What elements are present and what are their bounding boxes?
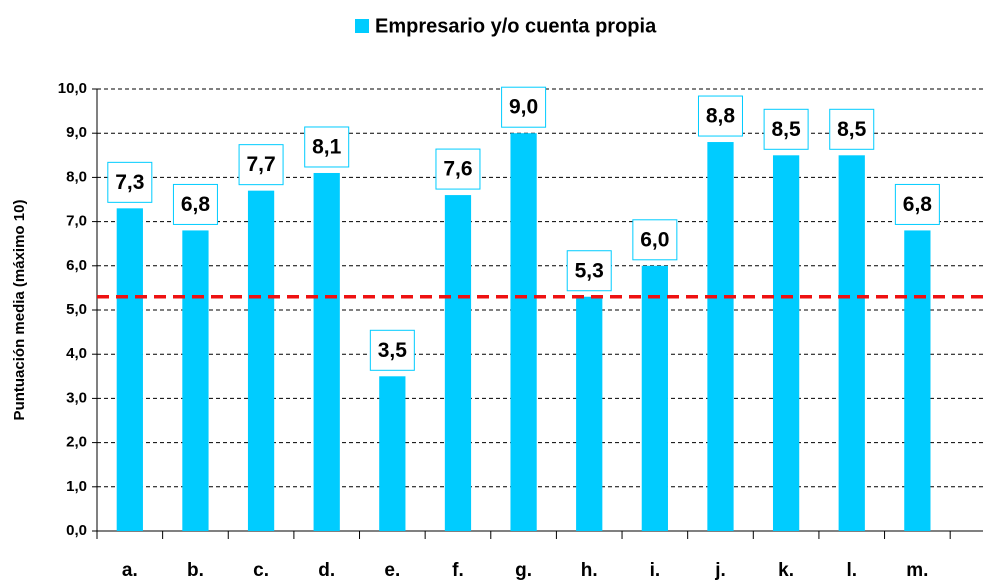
value-label-box <box>697 95 743 137</box>
bar <box>313 172 340 532</box>
y-tick-label: 2,0 <box>66 434 87 451</box>
bar <box>510 133 537 531</box>
value-label: 8,1 <box>312 136 342 159</box>
value-label: 3,5 <box>378 339 408 362</box>
x-tick-label: c. <box>253 560 269 581</box>
bar <box>444 195 472 531</box>
bar <box>707 142 734 532</box>
x-tick-label: d. <box>318 560 335 581</box>
x-tick-label: l. <box>846 560 857 581</box>
value-label: 6,8 <box>181 193 211 216</box>
y-tick-label: 5,0 <box>66 301 87 318</box>
value-label: 6,0 <box>640 228 669 251</box>
x-tick-label: b. <box>187 560 204 581</box>
bar <box>772 155 800 532</box>
value-label: 7,7 <box>246 153 275 176</box>
y-tick-label: 9,0 <box>66 124 87 141</box>
legend-swatch <box>355 19 369 33</box>
value-label-box <box>566 250 612 292</box>
value-label: 9,0 <box>509 96 538 119</box>
value-label-box <box>172 183 218 225</box>
value-label-box <box>238 144 284 186</box>
value-label: 8,5 <box>837 118 867 141</box>
value-label: 6,8 <box>903 193 933 216</box>
value-label-box <box>763 108 809 150</box>
value-label: 7,3 <box>115 171 144 194</box>
value-label: 8,5 <box>772 118 802 141</box>
y-tick-label: 4,0 <box>66 345 87 362</box>
y-tick-label: 7,0 <box>66 213 87 230</box>
x-tick-label: f. <box>452 560 464 581</box>
x-tick-label: k. <box>778 560 794 581</box>
legend-label: Empresario y/o cuenta propia <box>375 15 657 37</box>
x-tick-label: j. <box>714 560 726 581</box>
y-tick-label: 8,0 <box>66 168 87 185</box>
bar <box>379 376 406 531</box>
bar <box>576 296 603 531</box>
x-tick-label: h. <box>581 560 598 581</box>
value-label-box <box>829 108 875 150</box>
bar <box>838 155 865 532</box>
value-label-box <box>632 219 678 261</box>
y-tick-label: 6,0 <box>66 257 87 274</box>
y-tick-label: 10,0 <box>58 80 87 97</box>
y-tick-label: 3,0 <box>66 389 87 406</box>
bar <box>641 265 668 531</box>
x-tick-label: i. <box>650 560 661 581</box>
y-axis-title: Puntuación media (máximo 10) <box>11 200 28 421</box>
value-label-box <box>107 161 153 203</box>
y-tick-label: 0,0 <box>66 522 87 539</box>
value-label-box <box>435 148 481 190</box>
value-label-box <box>369 329 415 371</box>
bar <box>116 208 143 531</box>
value-label: 5,3 <box>575 259 604 282</box>
x-tick-label: g. <box>515 560 532 581</box>
value-label-box <box>501 86 547 128</box>
bar <box>182 230 209 531</box>
value-label: 7,6 <box>443 158 472 181</box>
x-tick-label: a. <box>122 560 138 581</box>
x-tick-label: m. <box>906 560 928 581</box>
bar <box>247 190 275 531</box>
value-label-box <box>894 183 940 225</box>
value-label: 8,8 <box>706 105 736 128</box>
value-label-box <box>304 126 350 168</box>
y-tick-label: 1,0 <box>66 478 87 495</box>
bar <box>904 230 931 531</box>
x-tick-label: e. <box>384 560 400 581</box>
